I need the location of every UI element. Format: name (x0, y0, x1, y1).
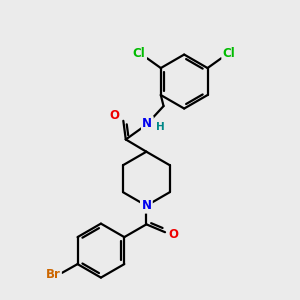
Text: H: H (156, 122, 164, 132)
Text: O: O (110, 110, 119, 122)
Text: Cl: Cl (223, 47, 236, 60)
Text: N: N (141, 199, 152, 212)
Text: Br: Br (46, 268, 61, 281)
Text: Cl: Cl (133, 47, 146, 60)
Text: O: O (169, 228, 179, 241)
Text: N: N (142, 117, 152, 130)
